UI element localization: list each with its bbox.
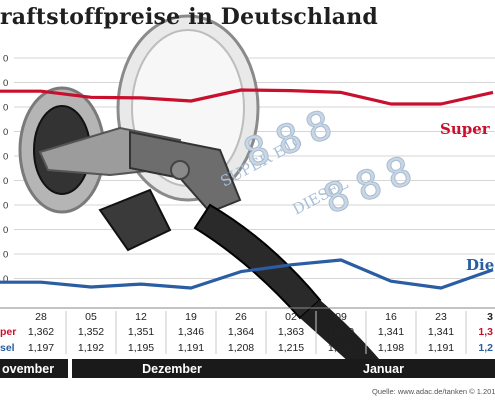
- table-cell: 1,341: [378, 326, 404, 338]
- digit-decoration: 8: [300, 102, 338, 153]
- y-tick-label: 0: [3, 274, 8, 285]
- table-cell: 1,3: [478, 326, 493, 338]
- super-e10-line: [0, 88, 494, 106]
- y-tick-labels: 0 0 0 0 0 0 0 0 0 0: [3, 54, 8, 286]
- month-label: Januar: [363, 362, 404, 376]
- x-tick-label: 28: [35, 311, 47, 323]
- y-tick-label: 0: [3, 152, 8, 163]
- table-cell: 1,346: [178, 326, 204, 338]
- series-label-super: Super E: [440, 120, 495, 138]
- table-cell: 1,341: [428, 326, 454, 338]
- table-row-label: sel: [0, 342, 15, 354]
- month-bar: [0, 359, 68, 378]
- y-tick-label: 0: [3, 201, 8, 212]
- x-tick-label: 12: [135, 311, 147, 323]
- fuel-nozzle-illustration: [18, 14, 390, 372]
- digit-decoration: 8: [270, 114, 308, 165]
- table-cell: 1,220: [328, 342, 354, 354]
- x-tick-labels: 28 05 12 19 26 02 09 16 23 3: [35, 311, 493, 354]
- y-tick-label: 0: [3, 54, 8, 65]
- y-tick-label: 0: [3, 176, 8, 187]
- table-cell: 1,195: [128, 342, 154, 354]
- source-note: Quelle: www.adac.de/tanken © 1.2018: [372, 387, 495, 396]
- x-tick-label: 05: [85, 311, 97, 323]
- y-tick-label: 0: [3, 103, 8, 114]
- table-cell: 1,215: [278, 342, 304, 354]
- table-cell: 1,191: [178, 342, 204, 354]
- table-row-label: per: [0, 326, 16, 338]
- x-tick-label: 02: [285, 311, 297, 323]
- month-label: Dezember: [142, 362, 202, 376]
- table-cell: 1,364: [228, 326, 254, 338]
- x-tick-label: 26: [235, 311, 247, 323]
- table-cell: 1,198: [378, 342, 404, 354]
- table-cell: 1,208: [228, 342, 254, 354]
- table-cell: 1,192: [78, 342, 104, 354]
- table-cell: 1,2: [478, 342, 493, 354]
- table-cell: 1,360: [328, 326, 354, 338]
- table-cell: 1,191: [428, 342, 454, 354]
- table-cell: 1,363: [278, 326, 304, 338]
- x-tick-label: 09: [335, 311, 347, 323]
- table-cell: 1,197: [28, 342, 54, 354]
- price-table: per 1,362 1,352 1,351 1,346 1,364 1,363 1,360 1,…: [0, 326, 493, 354]
- series-label-diesel: Die: [466, 256, 494, 274]
- y-tick-label: 0: [3, 250, 8, 261]
- digit-decoration: 8: [350, 160, 388, 211]
- table-cell: 1,351: [128, 326, 154, 338]
- y-tick-label: 0: [3, 225, 8, 236]
- x-tick-label: 19: [185, 311, 197, 323]
- x-tick-label: 3: [487, 311, 493, 323]
- x-tick-label: 23: [435, 311, 447, 323]
- y-tick-label: 0: [3, 127, 8, 138]
- chart-title: raftstoffpreise in Deutschland: [0, 4, 379, 30]
- x-tick-label: 16: [385, 311, 397, 323]
- month-label: ovember: [2, 362, 54, 376]
- digit-decoration: 8: [318, 172, 356, 223]
- table-cell: 1,362: [28, 326, 54, 338]
- month-bars: ovember Dezember Januar: [0, 359, 495, 378]
- table-cell: 1,352: [78, 326, 104, 338]
- month-bar: [272, 359, 495, 378]
- series-lines: [0, 88, 494, 290]
- month-bar: [72, 359, 272, 378]
- y-tick-label: 0: [3, 78, 8, 89]
- diesel-line: [0, 258, 494, 290]
